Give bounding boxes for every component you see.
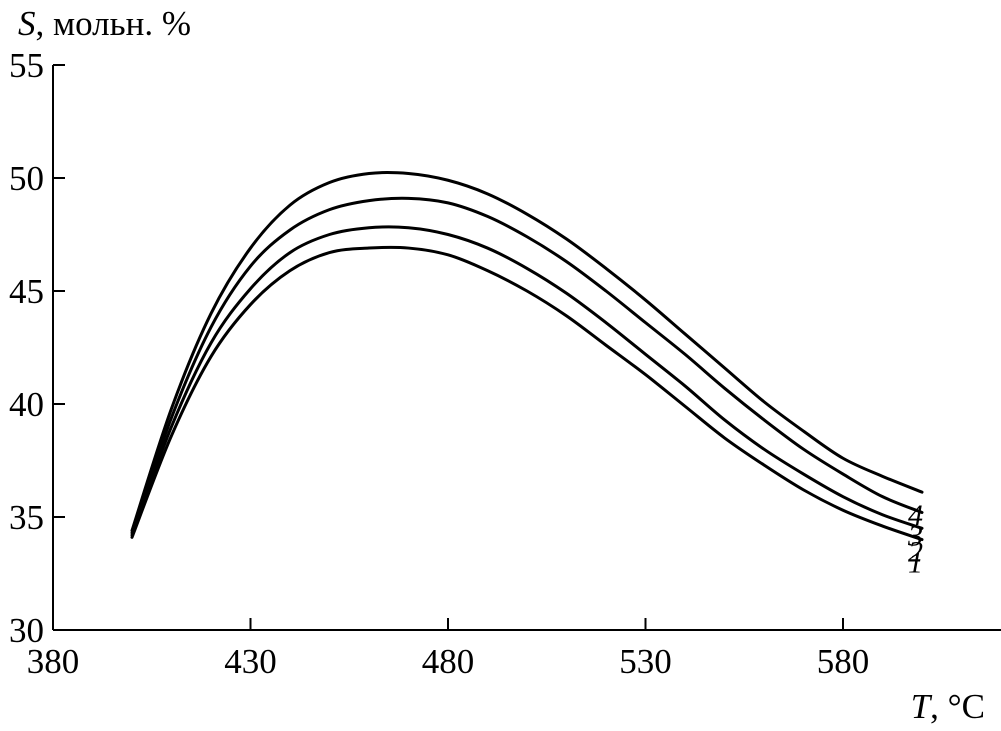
ticks: 30 35 40 45 50 55 380 430 480 530 580 <box>9 46 869 681</box>
series-line-3 <box>130 196 924 535</box>
series-line-4 <box>130 170 924 533</box>
series-line-2 <box>130 225 924 537</box>
series-label-3: 3 <box>907 519 923 552</box>
y-tick-label: 30 <box>9 611 44 650</box>
series-label-4: 4 <box>908 499 923 532</box>
x-tick-label: 380 <box>27 642 80 681</box>
y-axis-unit: , мольн. % <box>36 4 192 43</box>
y-tick-label: 55 <box>9 46 44 85</box>
series-group <box>130 170 924 542</box>
series-label-2: 2 <box>908 535 923 568</box>
y-tick-label: 45 <box>9 272 44 311</box>
x-tick-label: 530 <box>619 642 672 681</box>
y-axis-title: S, мольн. % <box>18 4 191 43</box>
x-tick-label: 480 <box>422 642 475 681</box>
x-axis-unit: , °C <box>930 687 985 726</box>
series-line-1 <box>130 245 924 542</box>
x-tick-label: 430 <box>224 642 277 681</box>
x-axis-title: T, °C <box>911 687 985 726</box>
y-axis-var: S <box>18 4 36 43</box>
y-tick-label: 40 <box>9 385 44 424</box>
y-tick-label: 35 <box>9 498 44 537</box>
x-tick-label: 580 <box>817 642 870 681</box>
y-tick-label: 50 <box>9 159 44 198</box>
x-axis-var: T <box>911 687 933 726</box>
series-label-1: 1 <box>908 547 923 580</box>
